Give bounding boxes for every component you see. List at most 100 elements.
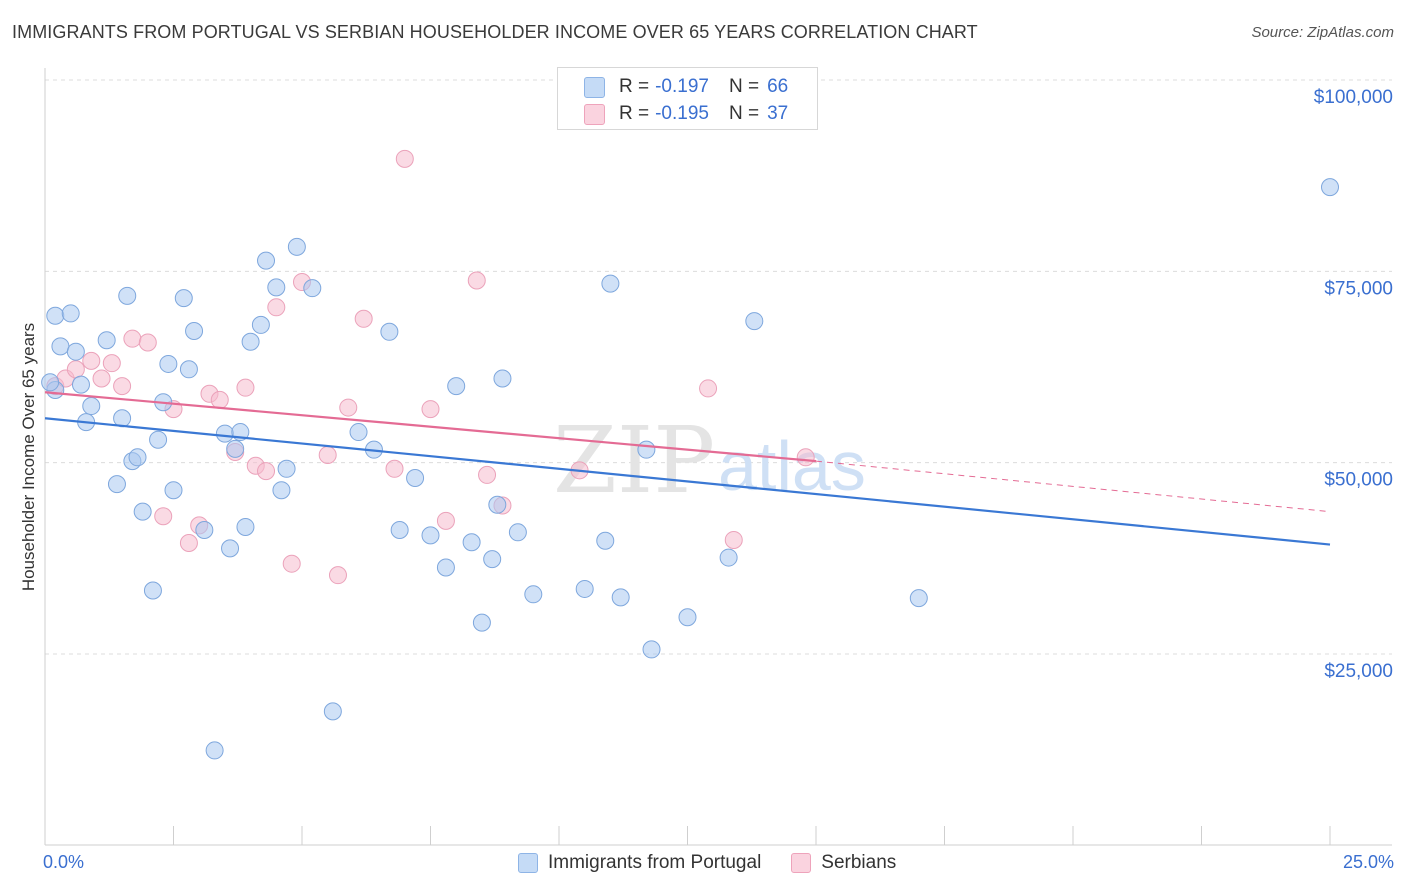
point-serbians [257, 462, 276, 481]
point-serbians [699, 379, 718, 398]
point-portugal [642, 640, 661, 659]
legend-item-serbians[interactable]: Serbians [791, 852, 896, 874]
point-serbians [339, 398, 358, 417]
y-tick-label: $75,000 [1324, 278, 1393, 299]
point-serbians [421, 400, 440, 419]
point-serbians [113, 377, 132, 396]
point-portugal [226, 439, 245, 458]
point-portugal [149, 430, 168, 449]
point-portugal [596, 531, 615, 550]
point-serbians [179, 534, 198, 553]
legend-swatch-serbians [791, 853, 812, 873]
point-portugal [215, 424, 234, 443]
point-portugal [221, 539, 240, 558]
point-portugal [524, 585, 543, 604]
point-portugal [909, 589, 928, 608]
point-portugal [179, 360, 198, 379]
chart-title: IMMIGRANTS FROM PORTUGAL VS SERBIAN HOUS… [12, 22, 978, 42]
point-portugal [257, 251, 276, 270]
point-serbians [395, 149, 414, 168]
n-value: 37 [767, 103, 789, 124]
point-portugal [51, 337, 70, 356]
point-portugal [488, 495, 507, 514]
point-portugal [251, 315, 270, 334]
point-portugal [380, 322, 399, 341]
r-value: -0.197 [655, 76, 709, 97]
stats-legend: R = -0.197 N = 66 R = -0.195 N = 37 [557, 67, 818, 130]
point-portugal [678, 608, 697, 627]
point-portugal [128, 448, 147, 467]
point-portugal [508, 523, 527, 542]
point-portugal [601, 274, 620, 293]
n-label: N = [728, 103, 760, 124]
watermark-zip: ZIP [553, 407, 715, 514]
point-serbians [82, 351, 101, 370]
point-serbians [123, 329, 142, 348]
point-serbians [210, 390, 229, 409]
point-portugal [406, 468, 425, 487]
y-tick-labels: $25,000 $50,000 $75,000 $100,000 [1314, 87, 1393, 682]
series-legend: Immigrants from Portugal Serbians [518, 852, 926, 874]
point-serbians [267, 298, 286, 317]
point-portugal [1321, 178, 1339, 197]
point-serbians [282, 554, 301, 573]
point-portugal [41, 373, 60, 392]
point-serbians [796, 448, 815, 467]
point-portugal [277, 459, 296, 478]
point-portugal [164, 481, 183, 500]
stats-row-portugal: R = -0.197 N = 66 [584, 76, 788, 98]
x-min-label: 0.0% [43, 852, 85, 872]
point-portugal [303, 279, 322, 298]
legend-label-portugal: Immigrants from Portugal [548, 852, 762, 873]
y-tick-label: $100,000 [1314, 87, 1393, 108]
point-portugal [472, 613, 491, 632]
trendlines [44, 391, 1331, 546]
legend-swatch-portugal [518, 853, 538, 873]
point-portugal [71, 375, 90, 394]
point-portugal [349, 423, 368, 442]
point-portugal [159, 354, 178, 373]
point-serbians [92, 369, 111, 388]
point-portugal [637, 440, 656, 459]
legend-item-portugal[interactable]: Immigrants from Portugal [518, 852, 761, 874]
y-tick-label: $25,000 [1324, 661, 1393, 682]
point-serbians [328, 566, 347, 585]
watermark: ZIP atlas [553, 407, 866, 514]
stats-row-serbians: R = -0.195 N = 37 [584, 103, 788, 125]
trendline-serbians [44, 391, 817, 463]
point-serbians [236, 378, 255, 397]
point-serbians [724, 530, 743, 549]
point-portugal [745, 312, 764, 331]
point-portugal [436, 558, 455, 577]
point-portugal [185, 322, 204, 341]
stats-swatch-portugal [584, 76, 605, 98]
r-label: R = [619, 103, 650, 124]
x-max-label: 25.0% [1342, 852, 1394, 872]
point-portugal [174, 289, 193, 308]
y-axis-label: Householder Income Over 65 years [19, 323, 38, 591]
watermark-atlas: atlas [718, 427, 866, 505]
point-portugal [287, 237, 306, 256]
point-portugal [483, 550, 502, 569]
point-portugal [107, 475, 126, 494]
point-portugal [611, 588, 630, 607]
point-portugal [205, 741, 224, 760]
gridlines [45, 79, 1392, 655]
point-portugal [61, 304, 80, 323]
n-value: 66 [767, 76, 789, 97]
point-serbians [478, 465, 497, 484]
point-serbians [102, 354, 121, 373]
point-portugal [575, 579, 594, 598]
point-portugal [390, 521, 409, 540]
trendline-portugal [44, 417, 1331, 546]
n-label: N = [728, 76, 760, 97]
point-portugal [493, 369, 512, 388]
point-portugal [462, 533, 481, 552]
axes [44, 68, 1392, 846]
point-portugal [143, 581, 162, 600]
point-portugal [272, 481, 291, 500]
r-label: R = [619, 76, 650, 97]
point-portugal [267, 278, 286, 297]
point-portugal [66, 342, 85, 361]
